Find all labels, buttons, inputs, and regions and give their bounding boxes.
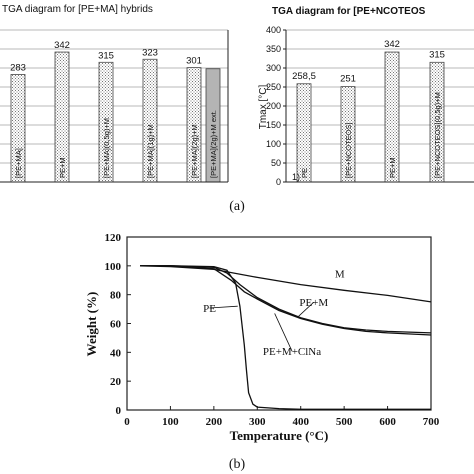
series-line (140, 265, 432, 336)
y-tick-label: 0 (116, 405, 122, 417)
category-label: [PE+NCOTEOS] (344, 122, 353, 178)
y-tick-label: 200 (266, 101, 281, 111)
data-label: 301 (186, 56, 202, 67)
chart-ma-hybrids: TGA diagram for [PE+MA] hybrids [PE+MA] 2… (0, 4, 229, 183)
x-axis-label: Temperature (°C) (230, 428, 329, 443)
y-tick-label: 60 (110, 319, 122, 331)
y-tick-label: 20 (110, 376, 122, 388)
x-tick-label: 400 (292, 416, 309, 428)
category-label: PE+M (388, 157, 397, 178)
data-label: 342 (384, 39, 400, 50)
y-tick-label: 250 (266, 82, 281, 92)
label-leader (209, 305, 238, 309)
category-label: [PE+MA](0,5g)+M (102, 118, 111, 178)
y-tick-label: 300 (266, 63, 281, 73)
label-leader (274, 313, 293, 352)
y-tick-label: 0 (276, 177, 281, 187)
chart-weight-loss: 0 100 200 300 400 500 600 700 0 20 40 60 80 100 120 M P… (84, 232, 440, 443)
series-label: PE (203, 303, 216, 315)
category-label: [PE+MA](2g)+M ext. (209, 110, 218, 178)
y-tick-label: 120 (105, 232, 122, 244)
x-tick-label: 0 (124, 416, 130, 428)
category-label: [PE+MA] (14, 148, 23, 178)
y-tick-label: 150 (266, 120, 281, 130)
footnote: 1) (292, 172, 300, 182)
bar (296, 83, 312, 183)
y-tick-label: 80 (110, 290, 122, 302)
data-label: 258,5 (292, 71, 316, 82)
y-tick-label: 40 (110, 347, 122, 359)
x-tick-label: 500 (336, 416, 353, 428)
data-label: 323 (142, 47, 158, 58)
x-tick-label: 200 (206, 416, 223, 428)
y-tick-label: 100 (266, 139, 281, 149)
x-tick-label: 100 (162, 416, 179, 428)
series-label: PE+M+ClNa (263, 346, 321, 358)
chart-title-ma: TGA diagram for [PE+MA] hybrids (2, 4, 153, 15)
y-tick-label: 350 (266, 44, 281, 54)
category-label: PE+M (58, 157, 67, 178)
series-line (139, 265, 432, 303)
series-label: M (335, 268, 345, 280)
category-label: [PE+MA](1g)+M (146, 124, 155, 178)
series-line (140, 265, 431, 410)
label-leader (298, 301, 315, 317)
data-label: 283 (10, 62, 26, 73)
y-axis-label-ncoteos: Tmax [°C] (258, 85, 269, 130)
y-tick-label: 50 (271, 158, 281, 168)
category-label: [PE+MA](2g)+M (190, 124, 199, 178)
data-label: 342 (54, 40, 70, 51)
x-tick-label: 700 (423, 416, 440, 428)
data-label: 315 (98, 50, 114, 61)
series-label: PE+M (299, 297, 328, 309)
chart-ncoteos: TGA diagram for [PE+NCOTEOS Tmax [°C] 0 5… (258, 6, 474, 187)
x-tick-label: 600 (379, 416, 396, 428)
chart-title-ncoteos: TGA diagram for [PE+NCOTEOS (272, 6, 426, 17)
category-label: [PE+NCOTEOS](0,5g)+M (433, 92, 442, 178)
x-tick-label: 300 (249, 416, 266, 428)
data-label: 315 (429, 49, 445, 60)
y-tick-label: 100 (105, 261, 122, 273)
y-axis-label: Weight (%) (84, 292, 99, 357)
panel-a-label: (a) (229, 199, 245, 214)
panel-b-label: (b) (229, 457, 246, 472)
series-line (140, 265, 432, 334)
category-label: PE (300, 168, 309, 178)
y-tick-label: 400 (266, 25, 281, 35)
data-label: 251 (340, 74, 356, 85)
